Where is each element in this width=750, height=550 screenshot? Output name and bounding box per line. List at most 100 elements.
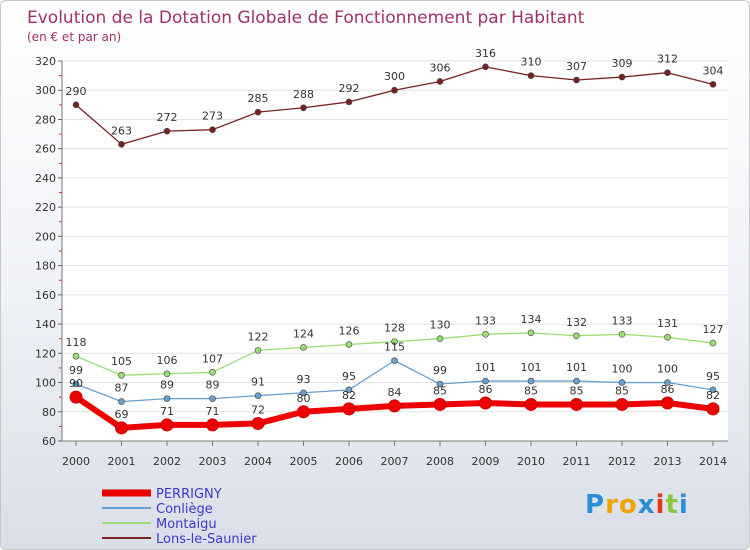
logo-letter: t — [665, 490, 679, 520]
y-tick-label: 120 — [35, 347, 56, 360]
x-tick-label: 2014 — [699, 455, 727, 468]
x-tick-label: 2011 — [563, 455, 591, 468]
axes: 60 80 100 120 140 160 180 200 220 240 260 280 300 320… — [35, 55, 728, 468]
data-label: 100 — [657, 363, 678, 376]
data-point — [254, 392, 262, 399]
data-label: 124 — [293, 327, 314, 340]
data-label: 85 — [570, 384, 584, 397]
data-point — [615, 397, 629, 411]
data-label: 82 — [706, 389, 720, 402]
data-point — [482, 377, 489, 385]
legend-item: PERRIGNY — [102, 487, 222, 502]
data-point — [163, 370, 171, 378]
data-point — [251, 416, 265, 430]
data-point — [118, 141, 125, 148]
data-point — [297, 405, 310, 419]
data-label: 100 — [612, 363, 633, 376]
data-point — [527, 377, 535, 385]
data-label: 101 — [521, 361, 542, 374]
data-point — [433, 397, 447, 411]
gridlines — [62, 60, 728, 442]
y-tick-label: 260 — [35, 143, 56, 156]
data-point — [345, 341, 353, 348]
data-label: 72 — [251, 403, 265, 416]
data-point — [388, 399, 401, 413]
data-point — [436, 380, 444, 388]
data-point — [118, 398, 125, 405]
y-tick-label: 100 — [35, 377, 56, 390]
data-label: 82 — [342, 389, 356, 402]
data-label: 107 — [202, 352, 223, 365]
data-label: 288 — [293, 88, 314, 101]
series-lons-le-saunier: 290 263 272 273 285 288 292 300 306 316 310 307 309 3… — [66, 47, 724, 148]
data-point — [209, 369, 216, 376]
data-label: 86 — [661, 383, 675, 396]
x-tick-label: 2003 — [199, 455, 227, 468]
data-label: 307 — [566, 60, 587, 73]
data-label: 105 — [111, 355, 132, 368]
data-label: 89 — [206, 379, 220, 392]
data-point — [573, 377, 580, 385]
data-label: 263 — [111, 124, 132, 137]
y-tick-label: 220 — [35, 201, 56, 214]
data-point — [345, 98, 353, 106]
data-label: 310 — [521, 56, 542, 69]
series-conli-ge: 99 87 89 89 91 93 95 115 99 101 101 101 100 100 95 — [69, 341, 720, 405]
data-label: 91 — [251, 376, 265, 389]
data-point — [709, 339, 717, 347]
data-point — [436, 335, 444, 342]
data-label: 115 — [384, 341, 405, 354]
data-label: 290 — [66, 85, 87, 98]
x-tick-label: 2006 — [335, 455, 363, 468]
data-point — [479, 396, 492, 410]
data-label: 85 — [433, 384, 447, 397]
x-tick-label: 2012 — [608, 455, 636, 468]
data-label: 89 — [160, 379, 174, 392]
y-tick-label: 280 — [35, 113, 56, 126]
data-point — [618, 331, 626, 338]
logo-letter: o — [618, 490, 638, 520]
data-point — [342, 402, 356, 416]
data-label: 80 — [297, 392, 311, 405]
data-point — [664, 379, 671, 386]
data-point — [709, 81, 717, 88]
series-layer: 290 263 272 273 285 288 292 300 306 316 310 307 309 3… — [66, 47, 724, 435]
data-point — [254, 347, 262, 354]
data-label: 84 — [388, 386, 402, 399]
data-point — [570, 397, 583, 411]
x-tick-label: 2004 — [244, 455, 272, 468]
data-point — [436, 78, 444, 85]
data-label: 99 — [69, 364, 83, 377]
data-label: 71 — [206, 405, 220, 418]
data-point — [300, 104, 307, 112]
data-point — [300, 389, 307, 397]
x-tick-label: 2010 — [517, 455, 545, 468]
data-label: 306 — [430, 61, 451, 74]
series-montaigu: 118 105 106 107 122 124 126 128 130 133 134 132 133 1… — [66, 313, 724, 379]
data-label: 95 — [706, 370, 720, 383]
data-label: 127 — [703, 323, 724, 336]
legend-item: Montaigu — [102, 517, 217, 532]
legend-label: Conliège — [156, 502, 213, 517]
y-tick-label: 200 — [35, 230, 56, 243]
data-point — [209, 395, 216, 402]
legend-item: Lons-le-Saunier — [102, 532, 257, 547]
data-label: 128 — [384, 322, 405, 335]
data-point — [163, 395, 171, 402]
data-point — [300, 344, 307, 351]
data-label: 93 — [297, 373, 311, 386]
logo-letter: i — [678, 490, 689, 520]
data-label: 273 — [202, 110, 223, 123]
data-label: 90 — [69, 377, 83, 390]
data-label: 71 — [160, 405, 174, 418]
data-label: 131 — [657, 317, 678, 330]
data-label: 285 — [248, 92, 269, 105]
data-label: 292 — [339, 82, 360, 95]
data-point — [573, 76, 580, 84]
data-point — [618, 73, 626, 81]
data-label: 133 — [612, 314, 633, 327]
data-label: 101 — [475, 361, 496, 374]
plot-area — [62, 61, 728, 441]
data-point — [118, 371, 125, 379]
